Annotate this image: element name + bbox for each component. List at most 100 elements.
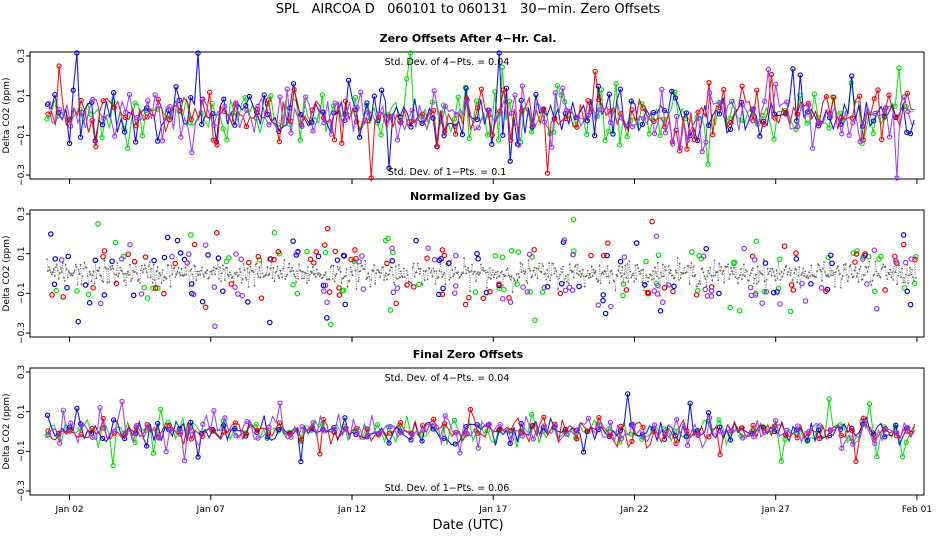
normalized-point — [630, 276, 633, 279]
normalized-point — [621, 265, 624, 268]
normalized-point — [902, 281, 904, 284]
normalized-point — [108, 281, 111, 283]
normalized-point — [575, 272, 578, 275]
normalized-point — [258, 266, 261, 269]
point-red — [781, 243, 788, 250]
normalized-point — [113, 273, 116, 276]
normalized-point — [125, 284, 127, 286]
point-blue — [760, 118, 767, 124]
point-blue — [408, 437, 414, 443]
normalized-point — [521, 263, 524, 266]
point-purple — [728, 99, 735, 105]
normalized-point — [754, 273, 757, 276]
normalized-point — [392, 273, 394, 276]
normalized-point — [581, 268, 584, 271]
point-blue — [474, 422, 480, 428]
normalized-point — [211, 273, 213, 276]
point-red — [78, 431, 84, 438]
point-green — [826, 125, 832, 131]
point-blue — [342, 301, 349, 308]
point-purple — [189, 149, 195, 156]
panel-3-title: Final Zero Offsets — [412, 348, 524, 361]
normalized-point — [417, 267, 420, 270]
normalized-point — [162, 279, 165, 282]
normalized-point — [903, 276, 905, 279]
point-purple — [186, 251, 192, 257]
normalized-point — [126, 272, 128, 275]
normalized-point — [626, 263, 629, 265]
normalized-point — [251, 269, 254, 272]
normalized-point — [493, 273, 496, 276]
normalized-point — [595, 277, 598, 280]
normalized-point — [808, 271, 811, 274]
normalized-point — [225, 266, 228, 269]
point-purple — [453, 429, 459, 436]
normalized-point — [532, 269, 535, 272]
normalized-point — [512, 277, 515, 279]
point-blue — [342, 415, 348, 421]
normalized-point — [70, 272, 73, 275]
normalized-point — [298, 263, 300, 266]
point-blue — [188, 94, 194, 101]
panel-zero-offsets-after-cal: 0.3 0.1 −0.1 −0.3 Delta CO2 (ppm) Std. Dev. o… — [2, 49, 925, 186]
point-green — [319, 92, 326, 98]
point-green — [99, 134, 105, 141]
point-blue — [610, 131, 616, 137]
normalized-point — [836, 265, 839, 268]
normalized-point — [416, 262, 419, 265]
normalized-point — [297, 277, 299, 280]
point-blue — [797, 72, 803, 78]
normalized-point — [671, 274, 674, 277]
normalized-point — [64, 263, 67, 266]
point-purple — [211, 122, 217, 129]
point-purple — [190, 291, 197, 298]
normalized-point — [565, 275, 567, 278]
point-purple — [673, 113, 680, 120]
point-red — [739, 83, 745, 89]
normalized-point — [339, 270, 342, 273]
point-blue — [245, 299, 251, 305]
point-red — [313, 249, 320, 255]
point-blue — [628, 98, 635, 104]
normalized-point — [188, 285, 191, 288]
normalized-point — [101, 279, 104, 282]
normalized-point — [870, 284, 873, 287]
normalized-point — [309, 273, 311, 276]
point-blue — [882, 434, 888, 440]
normalized-point — [907, 282, 909, 285]
normalized-point — [736, 277, 738, 280]
point-purple — [58, 257, 65, 263]
point-red — [640, 424, 646, 431]
normalized-point — [449, 276, 452, 279]
point-green — [407, 50, 414, 56]
point-red — [871, 96, 877, 102]
point-purple — [670, 141, 676, 147]
point-blue — [661, 107, 668, 114]
point-red — [221, 429, 227, 435]
point-green — [304, 248, 310, 255]
normalized-point — [167, 264, 170, 267]
normalized-point — [342, 277, 345, 279]
normalized-point — [88, 270, 91, 273]
point-red — [142, 254, 149, 260]
point-red — [651, 118, 657, 125]
normalized-point — [73, 270, 76, 272]
normalized-point — [194, 265, 197, 268]
point-purple — [717, 429, 724, 435]
normalized-point — [361, 264, 364, 267]
normalized-point — [572, 276, 575, 279]
point-green — [532, 317, 538, 324]
normalized-point — [486, 271, 489, 274]
normalized-point — [400, 274, 403, 277]
normalized-point — [580, 273, 583, 276]
normalized-point — [830, 274, 832, 277]
point-purple — [79, 421, 85, 428]
normalized-point — [740, 267, 742, 270]
point-purple — [908, 256, 915, 262]
point-purple — [618, 435, 625, 441]
point-green — [286, 121, 292, 127]
point-blue — [320, 282, 327, 289]
point-blue — [341, 253, 348, 259]
x-tick-label: Jan 22 — [619, 505, 648, 515]
normalized-point — [596, 280, 599, 283]
